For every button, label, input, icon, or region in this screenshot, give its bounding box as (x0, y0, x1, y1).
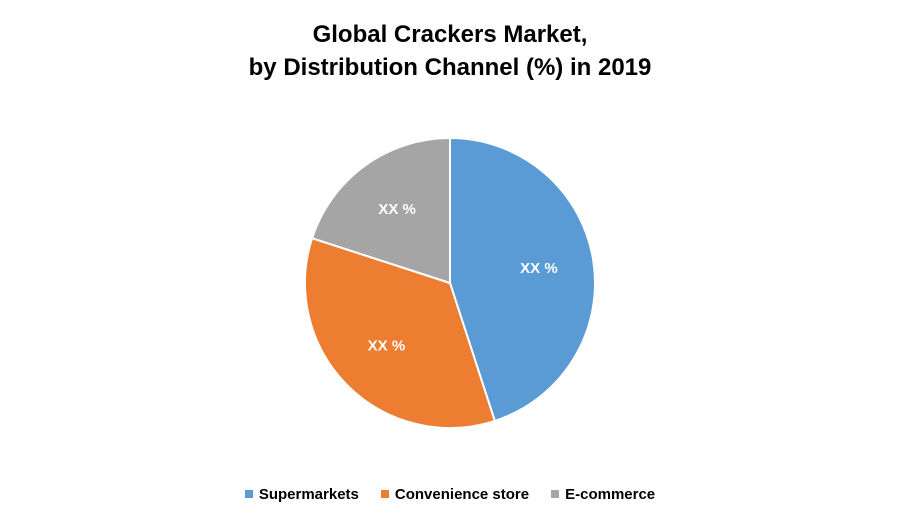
pie-slice-e-commerce (310, 136, 451, 285)
chart-title-line-2: by Distribution Channel (%) in 2019 (248, 54, 652, 81)
chart-legend: Supermarkets Convenience store E-commerc… (0, 483, 900, 505)
pie-slice-supermarkets (449, 136, 596, 423)
pie-slice-convenience-store (304, 236, 497, 429)
chart-title: Global Crackers Market, by Distribution … (0, 18, 900, 84)
legend-swatch-convenience-store (380, 490, 389, 498)
legend-label-convenience-store: Convenience store (394, 485, 530, 503)
data-label-supermarkets: XX % (520, 260, 558, 277)
data-label-e-commerce: XX % (378, 201, 416, 218)
legend-label-e-commerce: E-commerce (565, 485, 656, 503)
data-label-convenience-store: XX % (368, 338, 406, 355)
legend-item-e-commerce: E-commerce (551, 486, 655, 503)
legend-swatch-e-commerce (551, 490, 560, 498)
legend-item-convenience-store: Convenience store (380, 485, 530, 503)
legend-swatch-supermarkets (244, 490, 253, 498)
legend-label-supermarkets: Supermarkets (258, 485, 359, 503)
chart-title-line-1: Global Crackers Market, (312, 21, 588, 48)
legend-item-supermarkets: Supermarkets (244, 485, 359, 503)
